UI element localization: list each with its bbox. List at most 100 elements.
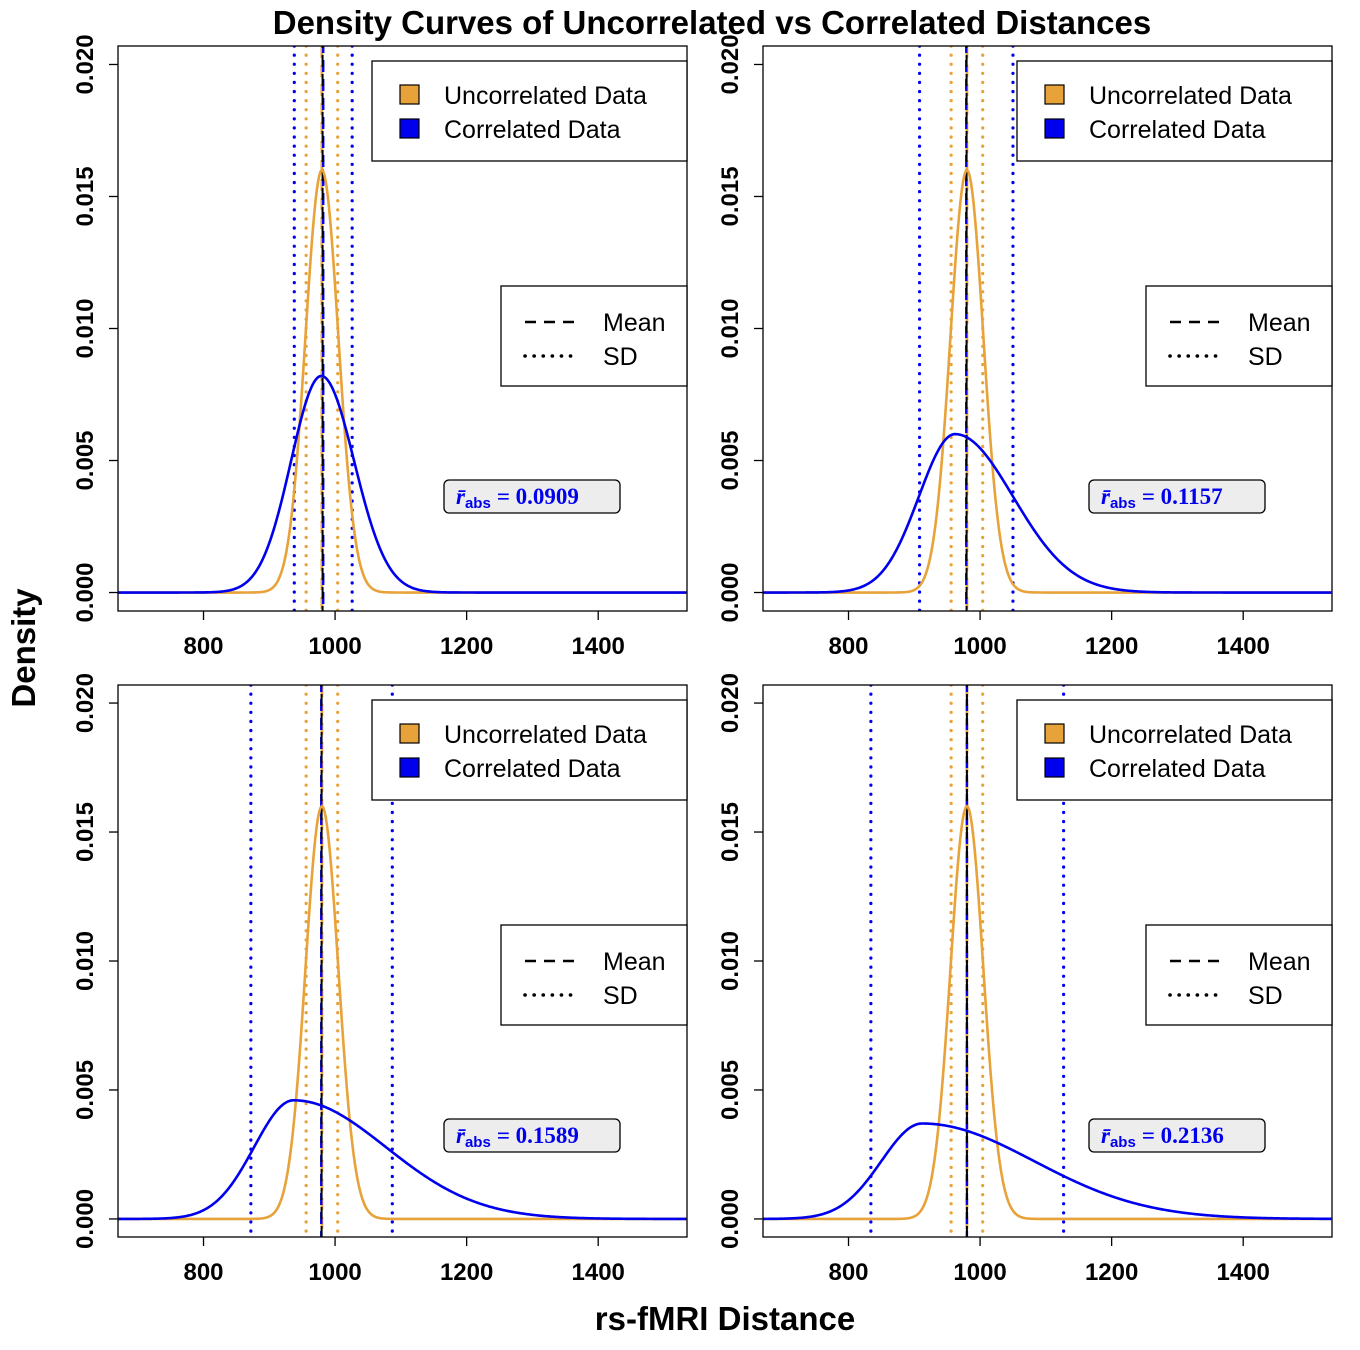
y-tick-label: 0.010: [717, 931, 744, 991]
legend-lines: Mean SD: [1145, 924, 1333, 1026]
y-tick-label: 0.005: [72, 1060, 99, 1120]
y-tick-label: 0.020: [72, 673, 99, 733]
legend-fill: Uncorrelated Data Correlated Data: [1016, 60, 1333, 162]
legend-label: Mean: [603, 309, 666, 337]
panel-bottom-left: 800 1000 1200 1400 0.000 0.005 0.010 0.015 0.020…: [72, 673, 688, 1286]
panel-top-right: 800 1000 1200 1400 0.000 0.005 0.010 0.015 0.020…: [717, 34, 1333, 660]
annotation-text: r̄abs = 0.1157: [1101, 484, 1223, 512]
legend-label: Correlated Data: [1089, 116, 1266, 144]
annotation-box: [1088, 479, 1266, 514]
legend-fill: Uncorrelated Data Correlated Data: [371, 60, 688, 162]
y-tick-label: 0.010: [717, 298, 744, 358]
x-tick-label: 1200: [1085, 1259, 1138, 1286]
correlated-density-curve: [118, 1098, 687, 1221]
legend-label: Correlated Data: [1089, 755, 1266, 783]
y-tick-label: 0.000: [717, 1189, 744, 1249]
y-tick-label: 0.010: [72, 298, 99, 358]
y-tick-label: 0.005: [72, 430, 99, 490]
legend-swatch-correlated: [1044, 757, 1065, 778]
legend-lines: Mean SD: [500, 924, 688, 1026]
legend-label: SD: [603, 343, 638, 371]
legend-lines-box: [500, 285, 688, 387]
y-tick-label: 0.000: [717, 562, 744, 622]
y-tick-label: 0.020: [72, 34, 99, 94]
annotation-box: [1088, 1118, 1266, 1153]
legend-swatch-uncorrelated: [399, 84, 420, 105]
y-tick-label: 0.000: [72, 1189, 99, 1249]
y-tick-label: 0.015: [717, 166, 744, 226]
plot-area: [763, 46, 1332, 611]
correlated-density-curve: [118, 374, 687, 594]
x-tick-label: 1200: [1085, 633, 1138, 660]
plot-area: [118, 46, 687, 611]
legend-swatch-uncorrelated: [1044, 723, 1065, 744]
legend-fill: Uncorrelated Data Correlated Data: [371, 699, 688, 801]
chart-title: Density Curves of Uncorrelated vs Correl…: [272, 4, 1152, 41]
annotation-text: r̄abs = 0.1589: [456, 1123, 579, 1151]
x-tick-label: 1000: [953, 633, 1006, 660]
legend-fill-box: [371, 699, 688, 801]
legend-label: Uncorrelated Data: [1089, 721, 1292, 749]
x-tick-label: 1400: [1217, 633, 1270, 660]
legend-swatch-uncorrelated: [1044, 84, 1065, 105]
legend-label: SD: [1248, 343, 1283, 371]
correlated-density-curve: [763, 1122, 1332, 1221]
r-abs-annotation: r̄abs = 0.1157: [1088, 479, 1266, 514]
y-tick-label: 0.000: [72, 562, 99, 622]
legend-fill-box: [1016, 699, 1333, 801]
panel-top-left: 800 1000 1200 1400 0.000 0.005 0.010 0.015 0.020…: [72, 34, 688, 660]
legend-swatch-correlated: [399, 118, 420, 139]
legend-label: Correlated Data: [444, 755, 621, 783]
legend-label: Correlated Data: [444, 116, 621, 144]
x-axis-label: rs-fMRI Distance: [594, 1300, 856, 1337]
correlated-density-curve: [763, 432, 1332, 594]
legend-fill-box: [371, 60, 688, 162]
x-tick-label: 1400: [572, 633, 625, 660]
x-tick-label: 800: [183, 633, 223, 660]
legend-label: Uncorrelated Data: [444, 721, 647, 749]
x-tick-label: 1200: [440, 1259, 493, 1286]
x-tick-label: 1400: [1217, 1259, 1270, 1286]
legend-lines-box: [1145, 285, 1333, 387]
annotation-text: r̄abs = 0.0909: [456, 484, 579, 512]
legend-lines: Mean SD: [500, 285, 688, 387]
legend-swatch-correlated: [399, 757, 420, 778]
legend-fill: Uncorrelated Data Correlated Data: [1016, 699, 1333, 801]
annotation-box: [443, 479, 621, 514]
annotation-box: [443, 1118, 621, 1153]
x-tick-label: 800: [828, 1259, 868, 1286]
y-tick-label: 0.020: [717, 673, 744, 733]
uncorrelated-density-curve: [763, 804, 1332, 1221]
legend-label: SD: [1248, 982, 1283, 1010]
r-abs-annotation: r̄abs = 0.0909: [443, 479, 621, 514]
legend-label: Uncorrelated Data: [444, 82, 647, 110]
x-tick-label: 1000: [308, 1259, 361, 1286]
r-abs-annotation: r̄abs = 0.2136: [1088, 1118, 1266, 1153]
y-tick-label: 0.020: [717, 34, 744, 94]
x-tick-label: 1000: [308, 633, 361, 660]
y-tick-label: 0.015: [72, 166, 99, 226]
x-tick-label: 1400: [572, 1259, 625, 1286]
legend-fill-box: [1016, 60, 1333, 162]
legend-label: Mean: [1248, 948, 1311, 976]
y-tick-label: 0.015: [717, 802, 744, 862]
legend-label: Uncorrelated Data: [1089, 82, 1292, 110]
legend-label: Mean: [1248, 309, 1311, 337]
annotation-text: r̄abs = 0.2136: [1101, 1123, 1224, 1151]
r-abs-annotation: r̄abs = 0.1589: [443, 1118, 621, 1153]
x-tick-label: 1200: [440, 633, 493, 660]
legend-swatch-correlated: [1044, 118, 1065, 139]
panel-bottom-right: 800 1000 1200 1400 0.000 0.005 0.010 0.015 0.020…: [717, 673, 1333, 1286]
y-tick-label: 0.010: [72, 931, 99, 991]
x-tick-label: 800: [183, 1259, 223, 1286]
legend-lines-box: [500, 924, 688, 1026]
legend-label: Mean: [603, 948, 666, 976]
y-tick-label: 0.005: [717, 1060, 744, 1120]
legend-swatch-uncorrelated: [399, 723, 420, 744]
x-tick-label: 800: [828, 633, 868, 660]
y-tick-label: 0.015: [72, 802, 99, 862]
x-tick-label: 1000: [953, 1259, 1006, 1286]
y-tick-label: 0.005: [717, 430, 744, 490]
legend-lines: Mean SD: [1145, 285, 1333, 387]
